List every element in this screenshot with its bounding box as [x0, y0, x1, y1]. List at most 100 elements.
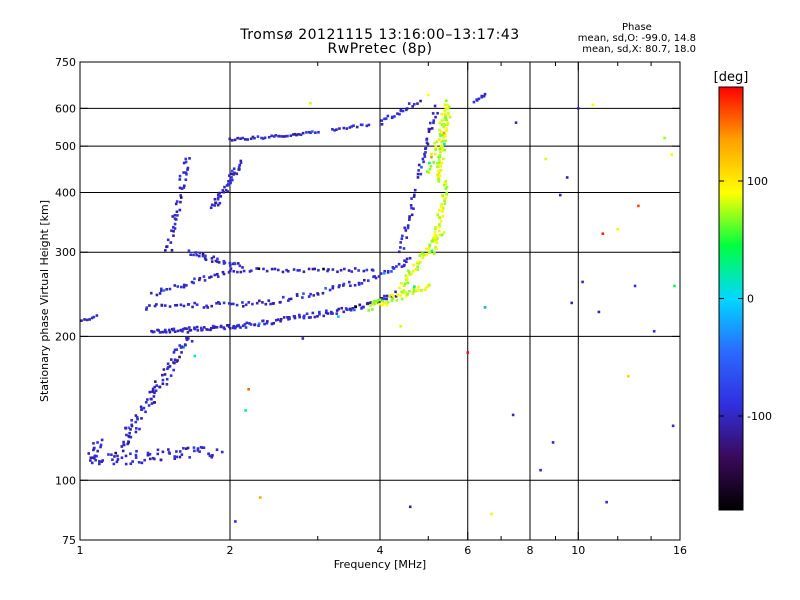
o-mode-point	[190, 280, 194, 284]
o-mode-point	[222, 259, 226, 263]
o-mode-point	[408, 256, 412, 260]
o-mode-point	[235, 303, 239, 307]
o-mode-point	[329, 312, 333, 315]
x-mode-point	[448, 115, 452, 119]
phase-o-mode-stats: mean, sd,O: -99.0, 14.8	[577, 33, 696, 44]
x-mode-point	[443, 198, 446, 201]
y-tick-label: 400	[55, 186, 76, 199]
o-mode-point	[353, 308, 356, 312]
o-mode-point	[242, 269, 246, 273]
o-mode-point	[265, 269, 269, 273]
o-mode-point	[328, 288, 332, 292]
x-mode-point	[439, 144, 443, 148]
o-mode-point	[229, 181, 232, 185]
x-mode-point	[437, 158, 441, 162]
x-mode-point	[404, 294, 408, 298]
o-mode-point	[416, 172, 420, 176]
o-mode-point	[291, 133, 295, 136]
scattered-point	[247, 388, 250, 391]
o-mode-point	[166, 362, 170, 366]
o-mode-point	[202, 446, 206, 450]
x-mode-point	[390, 293, 394, 297]
x-mode-point	[443, 202, 447, 205]
o-mode-point	[153, 401, 157, 404]
o-mode-point	[302, 316, 306, 320]
o-mode-point	[253, 136, 256, 140]
o-mode-point	[216, 257, 219, 261]
o-mode-point	[425, 141, 429, 145]
x-mode-point	[440, 123, 444, 126]
o-mode-point	[482, 94, 486, 98]
o-mode-point	[277, 134, 281, 138]
o-mode-point	[367, 123, 371, 127]
x-mode-point	[378, 298, 382, 302]
o-mode-point	[289, 297, 293, 301]
o-mode-point	[307, 267, 311, 271]
o-mode-point	[193, 277, 196, 281]
x-tick-label: 8	[527, 544, 534, 557]
x-mode-point	[367, 309, 370, 312]
o-mode-point	[183, 184, 186, 188]
o-mode-point	[174, 303, 177, 307]
o-mode-point	[292, 268, 296, 271]
x-mode-point	[444, 196, 448, 200]
o-mode-point	[172, 234, 175, 237]
scattered-point	[244, 409, 247, 412]
x-mode-point	[433, 230, 437, 234]
o-mode-point	[198, 276, 202, 280]
x-mode-point	[400, 281, 403, 285]
o-mode-point	[398, 112, 401, 116]
scattered-point	[466, 351, 470, 354]
o-mode-point	[145, 308, 148, 311]
o-mode-point	[204, 254, 207, 258]
o-mode-point	[167, 365, 170, 369]
o-mode-point	[94, 458, 97, 462]
o-mode-point	[302, 292, 305, 295]
o-mode-point	[178, 455, 182, 459]
o-mode-point	[410, 213, 414, 217]
o-mode-point	[406, 226, 410, 230]
o-mode-point	[135, 449, 138, 453]
o-mode-point	[192, 253, 195, 257]
o-mode-point	[245, 321, 249, 325]
x-mode-point	[436, 213, 440, 216]
o-mode-point	[203, 279, 207, 282]
o-mode-point	[382, 297, 386, 301]
x-mode-point	[382, 302, 386, 305]
o-mode-point	[327, 268, 330, 271]
o-mode-point	[145, 306, 149, 309]
o-mode-point	[196, 447, 200, 450]
o-mode-point	[230, 169, 234, 173]
o-mode-point	[216, 193, 220, 196]
x-mode-point	[408, 271, 411, 274]
x-mode-point	[424, 286, 428, 290]
x-mode-point	[427, 247, 431, 251]
o-mode-point	[576, 107, 580, 110]
colorbar: [deg] 100 0 -100	[714, 70, 772, 511]
o-mode-point	[233, 261, 236, 265]
o-mode-point	[182, 346, 185, 349]
o-mode-point	[134, 430, 138, 434]
o-mode-point	[218, 194, 221, 198]
o-mode-point	[146, 398, 149, 401]
o-mode-point	[331, 128, 334, 131]
o-mode-point	[317, 130, 320, 134]
x-tick-label: 6	[464, 544, 471, 557]
o-mode-point	[345, 127, 349, 130]
scattered-point	[673, 284, 676, 288]
o-mode-point	[347, 280, 351, 284]
o-mode-point	[316, 292, 319, 295]
o-mode-point	[163, 330, 166, 334]
x-mode-point	[381, 303, 384, 307]
x-mode-point	[419, 260, 422, 264]
o-mode-point	[124, 454, 128, 458]
o-mode-point	[248, 270, 252, 273]
x-mode-point	[386, 301, 390, 304]
o-mode-point	[331, 285, 335, 288]
o-mode-point	[206, 328, 210, 332]
o-mode-point	[287, 299, 290, 302]
o-mode-point	[228, 327, 232, 330]
o-mode-point	[264, 302, 268, 306]
o-mode-point	[183, 327, 187, 330]
x-mode-point	[434, 246, 437, 249]
